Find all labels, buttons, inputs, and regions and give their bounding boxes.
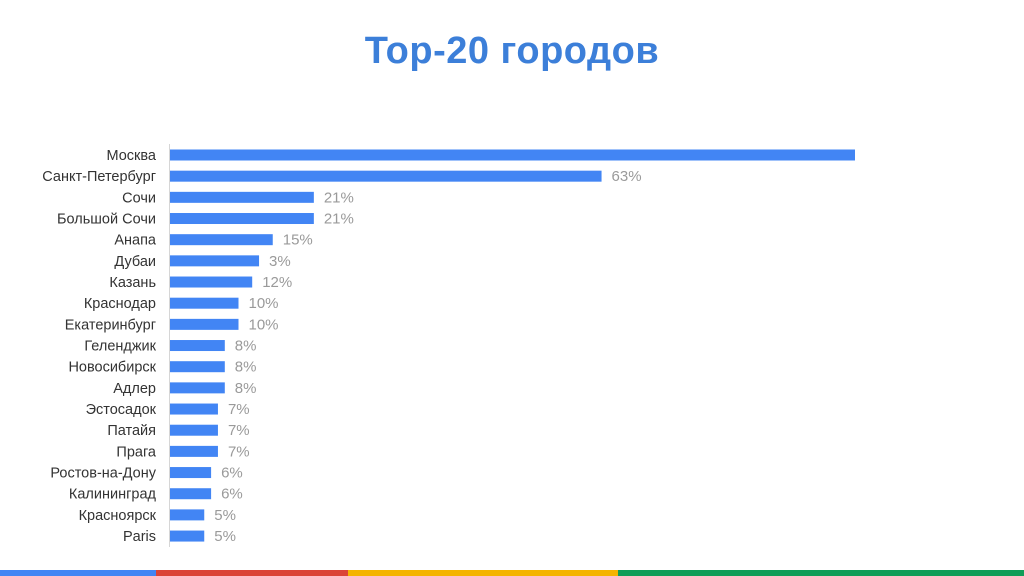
value-label: 63% — [612, 168, 642, 185]
category-label: Новосибирск — [68, 360, 156, 376]
value-label: 3% — [269, 253, 291, 270]
category-label: Москва — [106, 148, 156, 164]
category-label: Дубаи — [114, 254, 156, 270]
bottom-color-stripe — [0, 570, 1024, 576]
category-label: Эстосадок — [86, 402, 157, 418]
value-label: 10% — [249, 316, 279, 333]
category-label: Адлер — [113, 381, 156, 397]
category-label: Казань — [109, 275, 156, 291]
value-label: 7% — [228, 401, 250, 418]
category-label: Прага — [116, 444, 157, 460]
bar — [170, 467, 212, 479]
bar — [170, 297, 239, 309]
category-label: Екатеринбург — [65, 317, 156, 333]
category-label: Большой Сочи — [57, 212, 156, 228]
value-label: 6% — [221, 486, 243, 503]
bars-layer: Москва Санкт-Петербург 63% Сочи 21% Большой С… — [42, 148, 855, 545]
value-label: 21% — [324, 189, 354, 206]
bar — [170, 276, 253, 288]
bar — [170, 213, 314, 225]
category-label: Ростов-на-Дону — [50, 466, 156, 482]
value-label: 12% — [262, 274, 292, 291]
value-label: 8% — [235, 380, 257, 397]
category-label: Красноярск — [79, 508, 157, 524]
category-label: Патайя — [107, 423, 156, 439]
bar — [170, 424, 218, 436]
value-label: 15% — [283, 232, 313, 249]
value-label: 5% — [214, 507, 236, 524]
bar — [170, 170, 602, 182]
value-label: 8% — [235, 338, 257, 355]
value-label: 8% — [235, 359, 257, 376]
category-label: Геленджик — [84, 339, 156, 355]
stripe-blue — [0, 570, 156, 576]
bar — [170, 191, 314, 203]
bar — [170, 445, 218, 457]
category-label: Краснодар — [84, 296, 156, 312]
stripe-green — [618, 570, 1024, 576]
bar — [170, 255, 260, 267]
bar — [170, 488, 212, 500]
bar — [170, 234, 273, 246]
value-label: 6% — [221, 465, 243, 482]
bar — [170, 340, 225, 352]
category-label: Анапа — [114, 233, 157, 249]
value-label: 7% — [228, 422, 250, 439]
bar — [170, 318, 239, 330]
category-label: Калининград — [69, 487, 157, 503]
bar — [170, 509, 205, 521]
category-label: Сочи — [122, 190, 156, 206]
stripe-yellow — [348, 570, 618, 576]
bar — [170, 403, 218, 415]
bar — [170, 361, 225, 373]
value-label: 21% — [324, 211, 354, 228]
bar — [170, 149, 855, 161]
category-label: Санкт-Петербург — [42, 169, 156, 185]
category-label: Paris — [123, 529, 156, 545]
value-label: 7% — [228, 443, 250, 460]
stripe-red — [156, 570, 348, 576]
bar — [170, 530, 205, 542]
bar — [170, 382, 225, 394]
value-label: 5% — [214, 528, 236, 545]
chart-title: Top-20 городов — [364, 30, 660, 72]
value-label: 10% — [249, 295, 279, 312]
